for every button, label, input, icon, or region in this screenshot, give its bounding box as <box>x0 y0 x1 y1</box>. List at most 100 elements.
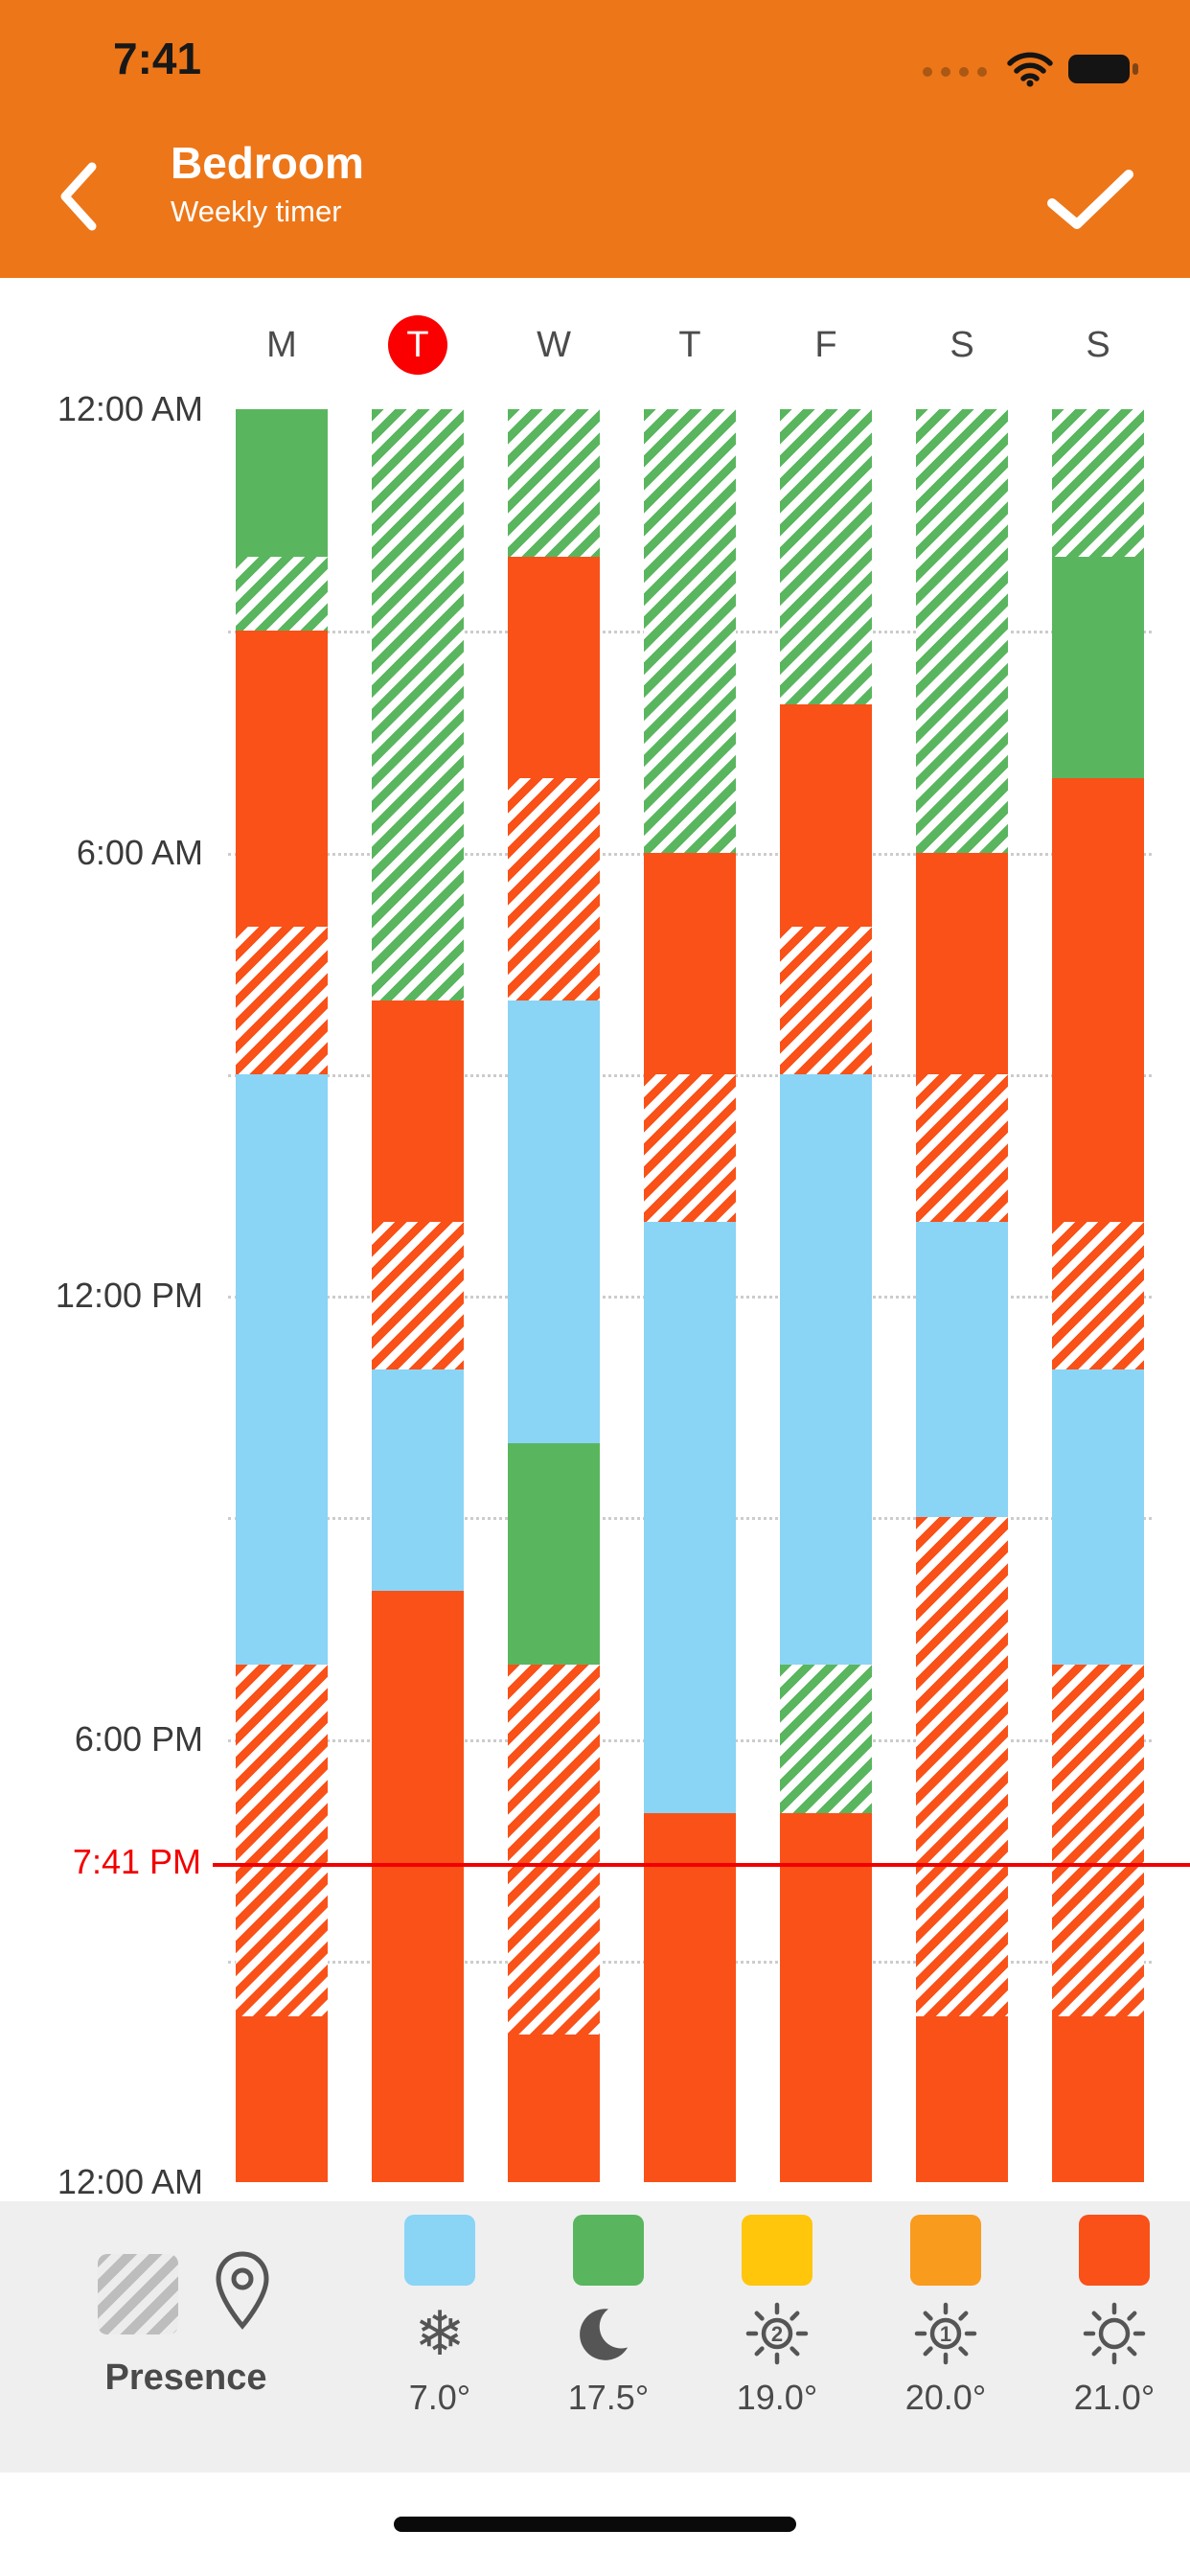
temperature-legend: ❄ 7.0° 17.5° <box>355 2215 1190 2418</box>
schedule-segment[interactable] <box>1052 2015 1144 2182</box>
schedule-segment[interactable] <box>1052 1369 1144 1666</box>
schedule-segment[interactable] <box>916 852 1008 1074</box>
frost-temp: 7.0° <box>408 2378 471 2417</box>
schedule-segment[interactable] <box>508 1443 600 1666</box>
snowflake-icon: ❄ <box>414 2299 466 2368</box>
schedule-segment[interactable] <box>372 1369 464 1592</box>
legend-item-frost[interactable]: ❄ 7.0° <box>355 2215 524 2418</box>
schedule-segment[interactable] <box>236 631 328 927</box>
day-column <box>1052 409 1144 2182</box>
warm-temp: 21.0° <box>1073 2378 1156 2417</box>
warm-swatch <box>1079 2215 1150 2286</box>
legend-item-comfort[interactable]: 1 20.0° <box>861 2215 1030 2418</box>
schedule-segment[interactable] <box>644 1221 736 1813</box>
header: 7:41 Bedroom Weekly tim <box>0 0 1190 278</box>
schedule-segment[interactable] <box>236 557 328 632</box>
schedule-columns <box>236 409 1144 2182</box>
back-button[interactable] <box>48 153 107 242</box>
frost-swatch <box>404 2215 475 2286</box>
day-label[interactable]: T <box>644 312 736 378</box>
sun-1-icon: 1 <box>913 2289 978 2378</box>
schedule-segment[interactable] <box>916 1073 1008 1222</box>
moon-icon <box>577 2289 640 2378</box>
schedule-segment[interactable] <box>644 409 736 853</box>
schedule-segment[interactable] <box>780 926 872 1074</box>
time-axis-label: 12:00 AM <box>57 389 203 428</box>
schedule-segment[interactable] <box>780 704 872 927</box>
day-label[interactable]: M <box>236 312 328 378</box>
day-column <box>780 409 872 2182</box>
svg-text:2: 2 <box>771 2322 783 2346</box>
schedule-segment[interactable] <box>1052 1221 1144 1370</box>
schedule-segment[interactable] <box>1052 409 1144 558</box>
legend-item-eco[interactable]: 2 19.0° <box>693 2215 861 2418</box>
schedule-segment[interactable] <box>236 409 328 558</box>
night-temp: 17.5° <box>567 2378 650 2417</box>
schedule-segment[interactable] <box>780 1665 872 1813</box>
day-column <box>236 409 328 2182</box>
day-column <box>644 409 736 2182</box>
night-swatch <box>573 2215 644 2286</box>
page-title: Bedroom <box>171 138 364 188</box>
schedule-segment[interactable] <box>644 852 736 1074</box>
schedule-segment[interactable] <box>916 409 1008 853</box>
day-label-text: W <box>537 324 571 365</box>
schedule-segment[interactable] <box>372 1591 464 2182</box>
comfort-temp: 20.0° <box>904 2378 987 2417</box>
day-label[interactable]: T <box>372 312 464 378</box>
schedule-segment[interactable] <box>916 1517 1008 2016</box>
time-axis-label: 12:00 AM <box>57 2162 203 2201</box>
day-label[interactable]: W <box>508 312 600 378</box>
schedule-segment[interactable] <box>1052 557 1144 779</box>
schedule-segment[interactable] <box>508 2034 600 2182</box>
day-label-text: S <box>1086 324 1110 365</box>
schedule-segment[interactable] <box>508 1665 600 2035</box>
eco-swatch <box>742 2215 812 2286</box>
weekly-timer-chart: M T W T F S S 12:00 AM 6:00 AM 12:00 PM 6:00 PM 12… <box>0 278 1190 2201</box>
schedule-segment[interactable] <box>508 557 600 779</box>
schedule-segment[interactable] <box>780 409 872 705</box>
schedule-segment[interactable] <box>1052 778 1144 1222</box>
day-label-text: T <box>678 324 701 365</box>
schedule-segment[interactable] <box>644 1812 736 2182</box>
location-pin-icon <box>211 2249 274 2338</box>
legend: Presence ❄ 7.0° 17.5° <box>0 2201 1190 2472</box>
current-time-line: 7:41 PM <box>73 1842 1190 1881</box>
time-axis-label: 6:00 PM <box>74 1718 203 1759</box>
day-column <box>916 409 1008 2182</box>
schedule-segment[interactable] <box>372 409 464 1000</box>
schedule-segment[interactable] <box>508 778 600 1000</box>
chevron-left-icon <box>56 162 100 235</box>
day-label-text: M <box>266 324 297 365</box>
day-label[interactable]: S <box>916 312 1008 378</box>
confirm-button[interactable] <box>1039 161 1142 242</box>
legend-item-warm[interactable]: 21.0° <box>1030 2215 1190 2418</box>
schedule-segment[interactable] <box>780 1812 872 2182</box>
schedule-segment[interactable] <box>236 926 328 1074</box>
comfort-swatch <box>910 2215 981 2286</box>
schedule-segment[interactable] <box>236 1073 328 1666</box>
day-label-text: T <box>388 315 447 375</box>
schedule-segment[interactable] <box>1052 1665 1144 2016</box>
schedule-segment[interactable] <box>644 1073 736 1222</box>
schedule-segment[interactable] <box>508 409 600 558</box>
home-indicator[interactable] <box>394 2517 796 2532</box>
schedule-segment[interactable] <box>372 1000 464 1222</box>
checkmark-icon <box>1046 170 1134 235</box>
schedule-segment[interactable] <box>916 2015 1008 2182</box>
schedule-segment[interactable] <box>236 2015 328 2182</box>
presence-legend: Presence <box>61 2249 310 2399</box>
schedule-segment[interactable] <box>916 1221 1008 1518</box>
day-label[interactable]: S <box>1052 312 1144 378</box>
schedule-segment[interactable] <box>372 1221 464 1370</box>
day-column <box>372 409 464 2182</box>
status-time: 7:41 <box>113 34 202 83</box>
day-label-text: S <box>950 324 974 365</box>
schedule-segment[interactable] <box>508 1000 600 1444</box>
day-label[interactable]: F <box>780 312 872 378</box>
schedule-segment[interactable] <box>780 1073 872 1666</box>
legend-item-night[interactable]: 17.5° <box>524 2215 693 2418</box>
day-column <box>508 409 600 2182</box>
cellular-signal-icon <box>923 66 987 77</box>
schedule-segment[interactable] <box>236 1665 328 2016</box>
